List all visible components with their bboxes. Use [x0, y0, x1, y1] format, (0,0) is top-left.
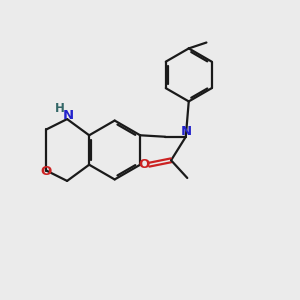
Text: O: O	[40, 165, 52, 178]
Text: N: N	[63, 109, 74, 122]
Text: N: N	[181, 125, 192, 138]
Text: H: H	[55, 102, 65, 115]
Text: O: O	[138, 158, 149, 171]
